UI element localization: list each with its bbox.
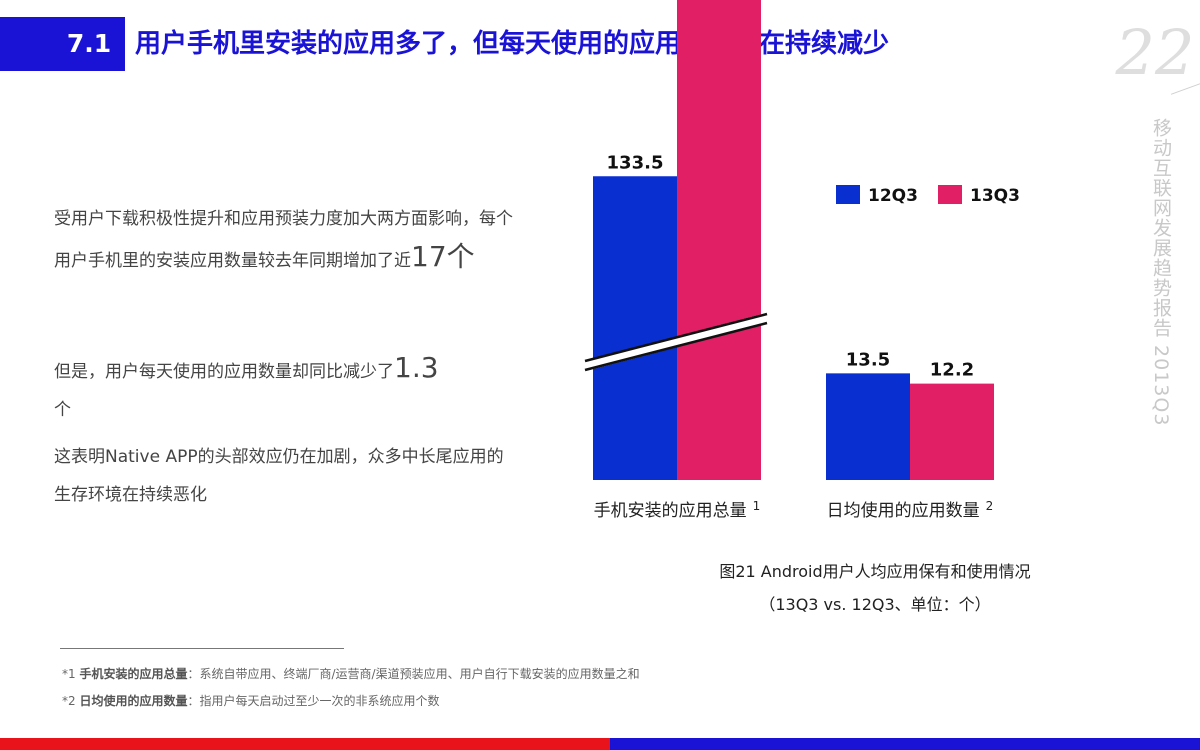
daily-decrease-number: 1.3 bbox=[394, 351, 439, 384]
legend-swatch-12Q3 bbox=[836, 185, 860, 204]
report-title: 移动互联网发展趋势报告 2013Q3 bbox=[1150, 118, 1172, 427]
paragraph-daily-text: 但是，用户每天使用的应用数量却同比减少了 bbox=[54, 362, 394, 382]
chart-title: 图21 Android用户人均应用保有和使用情况 bbox=[719, 562, 1031, 581]
footnote-2: *2 日均使用的应用数量：指用户每天启动过至少一次的非系统应用个数 bbox=[62, 692, 440, 709]
daily-decrease-unit: 个 bbox=[54, 400, 71, 420]
bar-2-12Q3 bbox=[826, 373, 910, 480]
legend-swatch-13Q3 bbox=[938, 185, 962, 204]
footnote-2-marker: *2 bbox=[62, 694, 76, 708]
chart-subtitle: （13Q3 vs. 12Q3、单位：个） bbox=[759, 595, 991, 614]
axis-break-gap bbox=[586, 313, 766, 371]
section-number: 7.1 bbox=[66, 29, 112, 58]
data-label-2-13Q3: 12.2 bbox=[930, 360, 974, 381]
legend-label-13Q3: 13Q3 bbox=[970, 186, 1020, 206]
bottom-stripe-blue bbox=[610, 738, 1200, 750]
installed-increase-number: 17 bbox=[411, 240, 447, 273]
data-label-2-12Q3: 13.5 bbox=[846, 349, 890, 370]
footnote-1: *1 手机安装的应用总量：系统自带应用、终端厂商/运营商/渠道预装应用、用户自行… bbox=[62, 665, 640, 682]
category-label-1: 手机安装的应用总量 1 bbox=[594, 499, 761, 521]
paragraph-conclusion-text: 这表明Native APP的头部效应仍在加剧，众多中长尾应用的生存环境在持续恶化 bbox=[54, 447, 504, 505]
footnote-2-term: 日均使用的应用数量 bbox=[79, 694, 188, 708]
footnote-1-marker: *1 bbox=[62, 667, 76, 681]
page-number: 22 bbox=[1115, 16, 1195, 89]
footnote-divider bbox=[60, 648, 344, 649]
footnote-1-text: ：系统自带应用、终端厂商/运营商/渠道预装应用、用户自行下载安装的应用数量之和 bbox=[187, 667, 640, 681]
page-title: 用户手机里安装的应用多了，但每天使用的应用个数却在持续减少 bbox=[135, 29, 890, 59]
paragraph-conclusion: 这表明Native APP的头部效应仍在加剧，众多中长尾应用的生存环境在持续恶化 bbox=[54, 438, 514, 514]
legend-label-12Q3: 12Q3 bbox=[868, 186, 918, 206]
category-label-2: 日均使用的应用数量 2 bbox=[827, 499, 994, 521]
installed-increase-unit: 个 bbox=[446, 240, 475, 273]
paragraph-daily: 但是，用户每天使用的应用数量却同比减少了1.3 个 bbox=[54, 349, 514, 429]
footnote-2-text: ：指用户每天启动过至少一次的非系统应用个数 bbox=[187, 694, 440, 708]
bar-1-12Q3 bbox=[593, 176, 677, 480]
bar-1-13Q3 bbox=[677, 0, 761, 480]
axis-break-line-lower bbox=[584, 321, 768, 372]
bottom-stripe-red bbox=[0, 738, 610, 750]
section-header-bar bbox=[0, 17, 125, 71]
data-label-1-12Q3: 133.5 bbox=[607, 152, 664, 173]
axis-break-line-upper bbox=[584, 312, 768, 363]
footnote-1-term: 手机安装的应用总量 bbox=[79, 667, 188, 681]
bar-2-13Q3 bbox=[910, 383, 994, 480]
paragraph-installed-text: 受用户下载积极性提升和应用预装力度加大两方面影响，每个用户手机里的安装应用数量较… bbox=[54, 209, 513, 271]
paragraph-installed: 受用户下载积极性提升和应用预装力度加大两方面影响，每个用户手机里的安装应用数量较… bbox=[54, 200, 514, 280]
